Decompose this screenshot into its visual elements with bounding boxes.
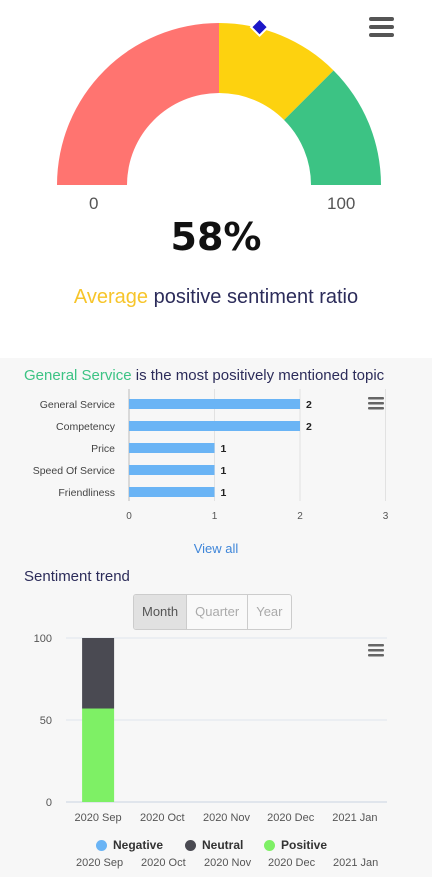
data-label: 2 — [306, 399, 312, 411]
navigator-label: 2020 Dec — [268, 857, 316, 869]
x-tick-label: 2020 Oct — [140, 812, 185, 824]
y-tick-label: Price — [91, 443, 115, 455]
bar — [129, 421, 300, 431]
x-tick-label: 2020 Sep — [75, 812, 122, 824]
navigator-label: 2021 Jan — [333, 857, 379, 869]
x-tick-label: 3 — [383, 511, 389, 522]
bar — [129, 399, 300, 409]
legend-dot-negative — [96, 839, 107, 851]
data-label: 1 — [221, 487, 227, 499]
y-tick-label: 100 — [34, 633, 52, 645]
chart-menu-icon — [368, 402, 384, 405]
legend-positive[interactable]: Positive — [264, 838, 327, 852]
legend-dot-neutral — [185, 839, 196, 851]
y-tick-label: Competency — [56, 421, 116, 433]
view-all-link[interactable]: View all — [193, 541, 239, 556]
gauge-marker — [249, 17, 270, 38]
topic-title: General Service is the most positively m… — [24, 367, 384, 384]
gauge-band-0 — [57, 23, 219, 185]
chart-menu-icon — [368, 644, 384, 647]
topic-bar-chart: 0 1 2 3 General Service 2 Competency 2 Price 1 Spe… — [33, 389, 389, 522]
trend-title: Sentiment trend — [24, 568, 130, 585]
chart-menu-icon — [368, 407, 384, 410]
gauge-svg — [57, 17, 381, 185]
gauge-caption-highlight: Average — [73, 286, 149, 308]
gauge-max-label: 100 — [327, 194, 356, 213]
x-tick-label: 2020 Nov — [203, 812, 251, 824]
tab-year[interactable]: Year — [247, 595, 290, 629]
y-tick-label: General Service — [40, 399, 115, 411]
topic-title-text: is the most positively mentioned topic — [131, 367, 385, 384]
sentiment-trend-chart: 0 50 100 2020 Sep 2020 Oct 2020 Nov 2020 Dec 20… — [34, 633, 387, 824]
data-label: 1 — [221, 443, 227, 455]
data-label: 1 — [221, 465, 227, 477]
gauge-caption: Average positive sentiment ratio — [0, 286, 432, 309]
legend-negative[interactable]: Negative — [96, 838, 163, 852]
legend-label-positive: Positive — [281, 838, 328, 852]
hamburger-menu-icon[interactable] — [369, 17, 394, 41]
navigator-label: 2020 Sep — [76, 857, 124, 869]
bar — [129, 443, 215, 453]
gauge-caption-text: positive sentiment ratio — [148, 286, 359, 308]
tab-quarter[interactable]: Quarter — [186, 595, 247, 629]
bar — [129, 465, 215, 475]
topic-title-highlight: General Service — [24, 367, 132, 384]
chart-menu-icon — [368, 654, 384, 657]
x-tick-label: 1 — [212, 511, 218, 522]
y-tick-label: 50 — [40, 715, 52, 727]
x-tick-label: 2 — [297, 511, 303, 522]
legend-label-negative: Negative — [113, 838, 164, 852]
navigator-label: 2020 Nov — [204, 857, 252, 869]
legend-dot-positive — [264, 839, 275, 851]
gauge-min-label: 0 — [89, 194, 99, 213]
y-tick-label: Friendliness — [58, 487, 115, 499]
tab-month[interactable]: Month — [134, 595, 187, 629]
y-tick-label: 0 — [46, 797, 52, 809]
gauge-band-1 — [219, 23, 334, 120]
x-tick-label: 2020 Dec — [267, 812, 315, 824]
x-tick-label: 2021 Jan — [332, 812, 377, 824]
bar-positive — [82, 708, 115, 802]
chart-menu-icon — [368, 397, 384, 400]
legend-neutral[interactable]: Neutral — [185, 838, 243, 852]
navigator-label: 2020 Oct — [141, 857, 186, 869]
period-tabs: Month Quarter Year — [133, 594, 292, 630]
chart-menu-icon — [368, 649, 384, 652]
legend-label-neutral: Neutral — [202, 838, 244, 852]
data-label: 2 — [306, 421, 312, 433]
bar-neutral — [82, 638, 115, 709]
gauge-value: 58% — [170, 215, 262, 259]
bar — [129, 487, 215, 497]
x-tick-label: 0 — [126, 511, 132, 522]
y-tick-label: Speed Of Service — [33, 465, 115, 477]
gauge-band-2 — [284, 70, 381, 185]
